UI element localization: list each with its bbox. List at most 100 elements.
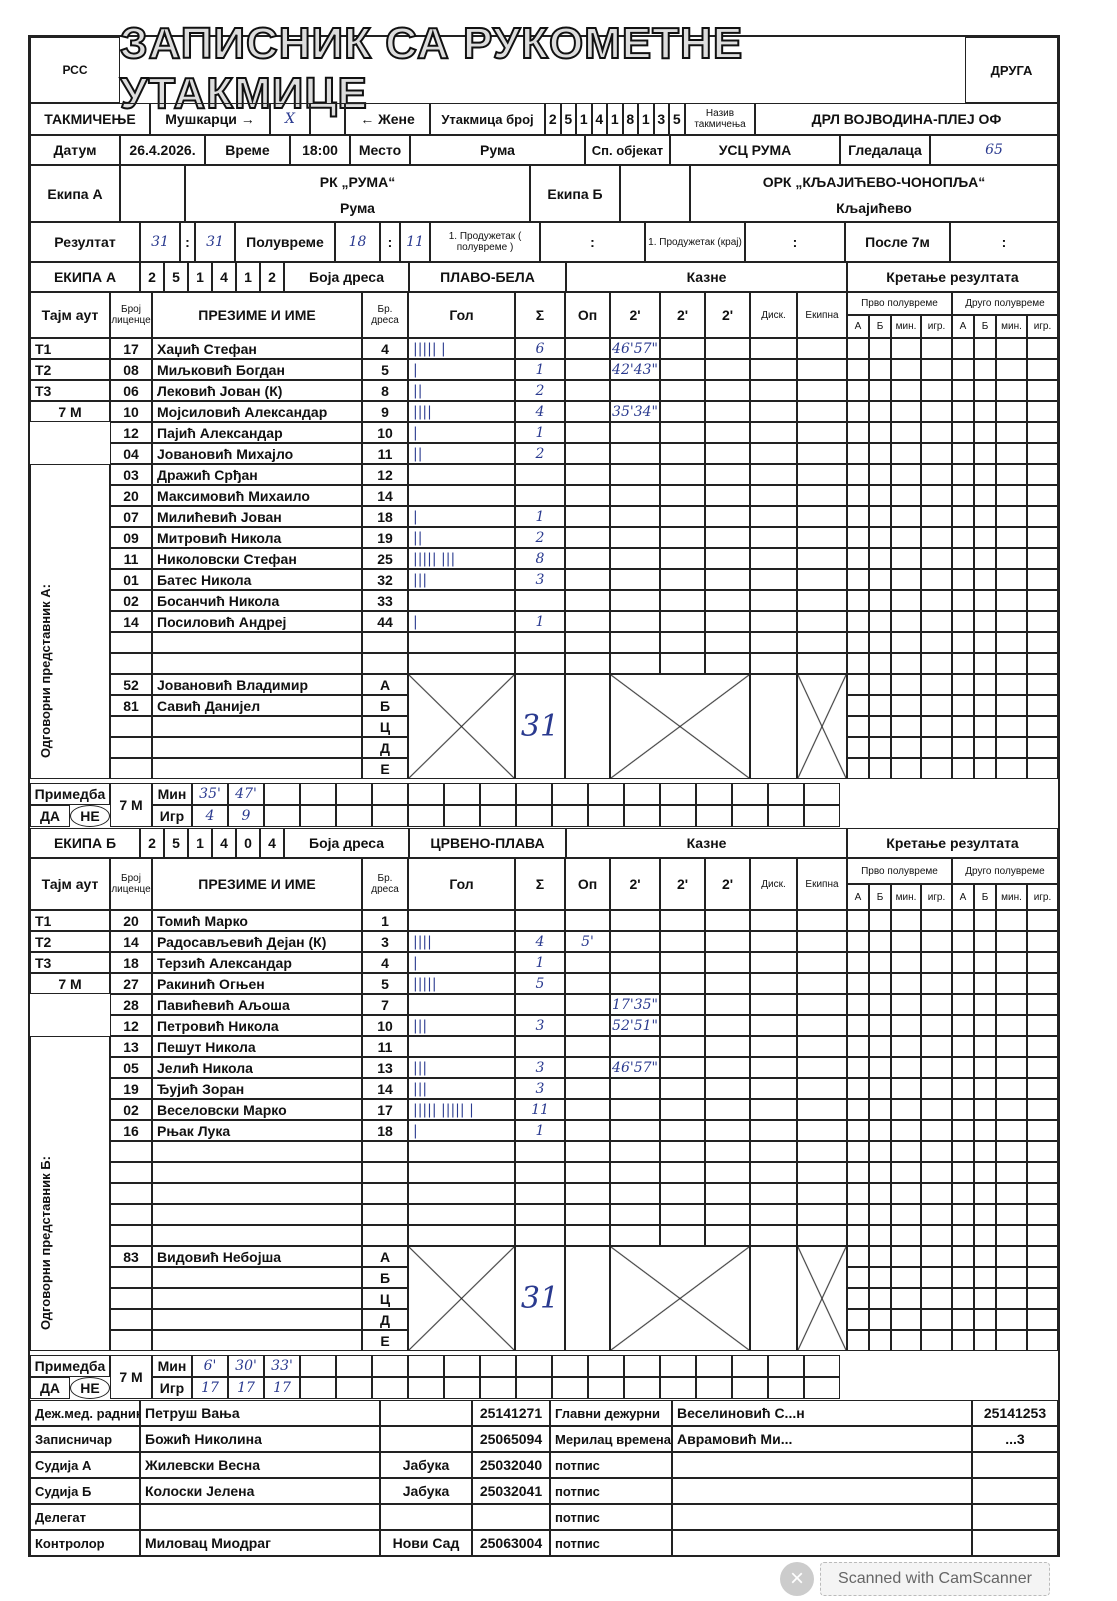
player-jersey — [362, 1204, 408, 1225]
progress-cell — [974, 910, 996, 931]
progress-cell — [869, 931, 891, 952]
player-name: Рњак Лука — [152, 1120, 362, 1141]
staff-role2: потпис — [550, 1504, 672, 1530]
crossed-out-cell — [408, 674, 515, 779]
player-warning — [565, 1099, 610, 1120]
staff-license: 25063004 — [472, 1530, 550, 1556]
staff-role: Судија Б — [30, 1478, 140, 1504]
official-disq-box — [750, 674, 797, 779]
remark-yes[interactable]: ДА — [30, 1377, 70, 1399]
player-disq — [750, 1078, 797, 1099]
progress-cell — [974, 338, 996, 359]
remark-pl-cell — [696, 1377, 732, 1399]
player-name: Петровић Никола — [152, 1015, 362, 1036]
player-goal-sum: 3 — [515, 569, 565, 590]
progress-cell — [891, 910, 921, 931]
col-header-p3: 2' — [705, 292, 750, 338]
remark-yes[interactable]: ДА — [30, 805, 70, 827]
player-2min — [660, 910, 705, 931]
player-warning — [565, 1183, 610, 1204]
progress-cell — [869, 401, 891, 422]
match-no-digit: 8 — [622, 103, 638, 135]
timeout-slot[interactable]: Т3 — [30, 952, 110, 973]
crossed-out-cell — [610, 674, 750, 779]
date-label: Датум — [30, 135, 120, 165]
player-license — [110, 653, 152, 674]
progress-cell — [847, 527, 869, 548]
progress-cell — [891, 338, 921, 359]
player-goal-tally — [408, 1183, 515, 1204]
player-team-penalty — [797, 910, 847, 931]
timeout-slot[interactable]: Т2 — [30, 931, 110, 952]
team-code-digit: 5 — [164, 828, 188, 858]
remark-no[interactable]: НЕ — [70, 805, 110, 827]
progress-cell — [952, 1099, 974, 1120]
player-license — [110, 632, 152, 653]
progress-cell — [1027, 1183, 1058, 1204]
timeout-slot[interactable]: Т2 — [30, 359, 110, 380]
progress-cell — [869, 1078, 891, 1099]
player-2min — [610, 1036, 660, 1057]
timeout-slot[interactable]: Т3 — [30, 380, 110, 401]
player-2min: 52'51" — [610, 1015, 660, 1036]
progress-cell — [847, 910, 869, 931]
competition-name: ДРЛ ВОЈВОДИНА-ПЛЕЈ ОФ — [755, 103, 1058, 135]
women-mark-box — [310, 103, 345, 135]
team-code-digit: 2 — [140, 262, 164, 292]
player-goal-sum — [515, 1204, 565, 1225]
progress-cell — [891, 380, 921, 401]
player-team-penalty — [797, 380, 847, 401]
progress-cell — [996, 632, 1027, 653]
progress-cell — [974, 1267, 996, 1288]
official-role: Е — [362, 758, 408, 779]
player-disq — [750, 910, 797, 931]
progress-cell — [891, 485, 921, 506]
official-license: 83 — [110, 1246, 152, 1267]
remark-pl-cell — [336, 805, 372, 827]
progress-subheader-pa: А — [952, 315, 974, 338]
progress-cell — [996, 931, 1027, 952]
timeout-slot[interactable]: Т1 — [30, 338, 110, 359]
progress-cell — [974, 1183, 996, 1204]
result-b: 31 — [195, 222, 235, 262]
player-license: 05 — [110, 1057, 152, 1078]
result-sep: : — [180, 222, 195, 262]
remark-pl-cell — [444, 805, 480, 827]
staff-license — [472, 1504, 550, 1530]
player-warning — [565, 1204, 610, 1225]
remark-pl-cell: 17 — [264, 1377, 300, 1399]
progress-cell — [1027, 380, 1058, 401]
close-icon[interactable]: × — [780, 1562, 814, 1596]
player-goal-sum: 1 — [515, 359, 565, 380]
player-2min — [705, 952, 750, 973]
progress-cell — [869, 1162, 891, 1183]
progress-cell — [847, 716, 869, 737]
progress-cell — [996, 548, 1027, 569]
timeout-slot[interactable]: Т1 — [30, 910, 110, 931]
remark-pl-cell — [408, 805, 444, 827]
official-name — [152, 1288, 362, 1309]
progress-cell — [869, 569, 891, 590]
player-goal-tally — [408, 1204, 515, 1225]
remark-pl-cell — [408, 1377, 444, 1399]
progress-cell — [952, 401, 974, 422]
remark-min-cell — [732, 1355, 768, 1377]
progress-cell — [847, 464, 869, 485]
progress-cell — [996, 716, 1027, 737]
progress-cell — [1027, 973, 1058, 994]
progress-cell — [974, 485, 996, 506]
player-goal-tally: | — [408, 1120, 515, 1141]
progress-cell — [996, 1267, 1027, 1288]
player-license: 12 — [110, 1015, 152, 1036]
progress-cell — [952, 632, 974, 653]
progress-cell — [891, 1309, 921, 1330]
team-code-digit: 4 — [212, 828, 236, 858]
progress-cell — [891, 1246, 921, 1267]
col-header-goals: Гол — [408, 292, 515, 338]
official-role: А — [362, 674, 408, 695]
remark-no[interactable]: НЕ — [70, 1377, 110, 1399]
progress-cell — [847, 485, 869, 506]
progress-cell — [869, 1204, 891, 1225]
progress-cell — [952, 443, 974, 464]
staff-license2 — [972, 1478, 1058, 1504]
